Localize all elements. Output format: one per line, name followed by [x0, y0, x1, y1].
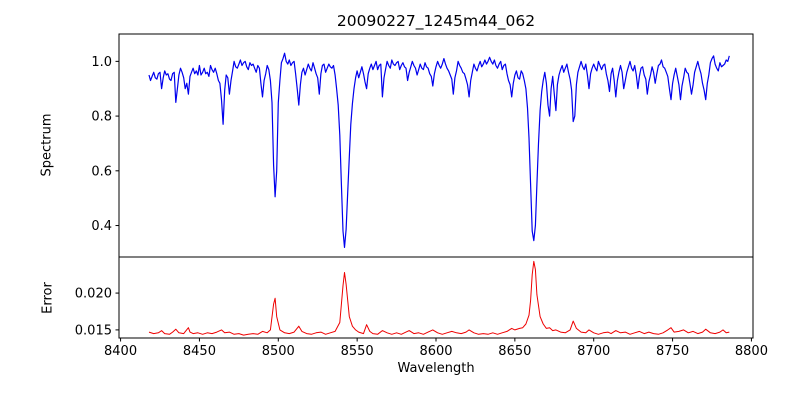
x-tick-label: 8700	[577, 344, 610, 359]
error-line	[148, 260, 730, 336]
x-tick-label: 8400	[104, 344, 137, 359]
x-tick-label: 8750	[656, 344, 689, 359]
error-panel: 0.015 0.020 8400 8450 8500 8550 8600 8650 8700 87…	[75, 256, 768, 359]
x-axis-label: Wavelength	[397, 361, 475, 376]
error-y-tick-label: 0.015	[75, 323, 112, 338]
x-tick-label: 8450	[183, 344, 216, 359]
spectrum-line	[148, 52, 730, 248]
spectrum-y-tick-label: 0.8	[91, 110, 112, 125]
error-y-tick-label: 0.020	[75, 287, 112, 302]
chart-title: 20090227_1245m44_062	[336, 12, 536, 30]
spectrum-y-tick-label: 0.4	[91, 219, 112, 234]
x-tick-label: 8650	[498, 344, 531, 359]
x-tick-label: 8550	[341, 344, 374, 359]
spectrum-y-tick-label: 1.0	[91, 55, 112, 70]
x-tick-label: 8800	[735, 344, 768, 359]
x-tick-label: 8600	[419, 344, 452, 359]
x-tick-label: 8500	[262, 344, 295, 359]
spectrum-y-tick-label: 0.6	[91, 164, 112, 179]
spectrum-panel: 0.4 0.6 0.8 1.0	[91, 33, 754, 258]
error-axes-frame	[118, 256, 754, 339]
